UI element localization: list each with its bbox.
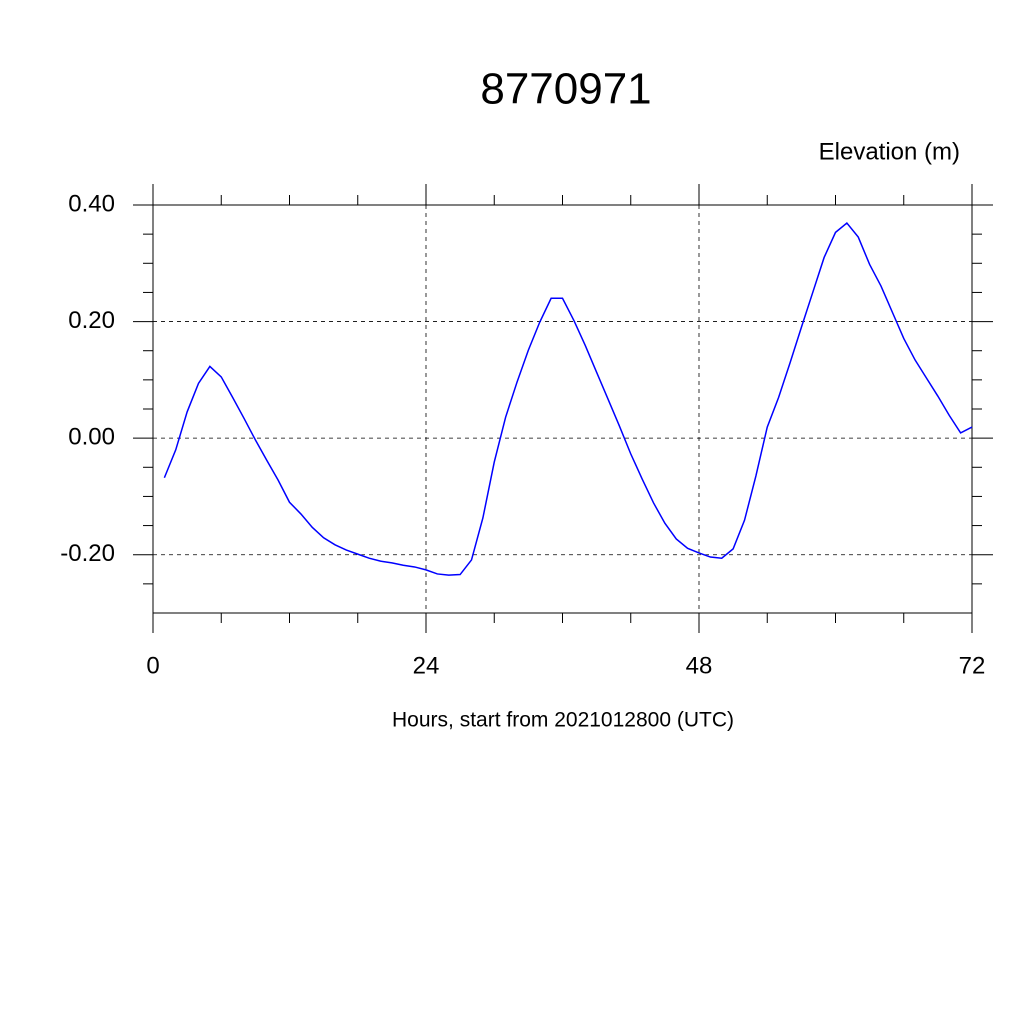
x-axis-label: Hours, start from 2021012800 (UTC) (392, 709, 734, 732)
x-tick-label: 24 (413, 652, 440, 679)
chart-subtitle: Elevation (m) (819, 138, 960, 165)
y-tick-label: 0.00 (68, 423, 115, 450)
x-tick-label: 48 (686, 652, 713, 679)
x-tick-label: 0 (146, 652, 159, 679)
data-line (163, 222, 973, 576)
chart-title: 8770971 (480, 65, 651, 114)
x-tick-label: 72 (959, 652, 986, 679)
y-tick-label: 0.40 (68, 190, 115, 217)
plot-frame (152, 204, 973, 614)
y-tick-label: -0.20 (60, 540, 115, 567)
y-tick-label: 0.20 (68, 307, 115, 334)
